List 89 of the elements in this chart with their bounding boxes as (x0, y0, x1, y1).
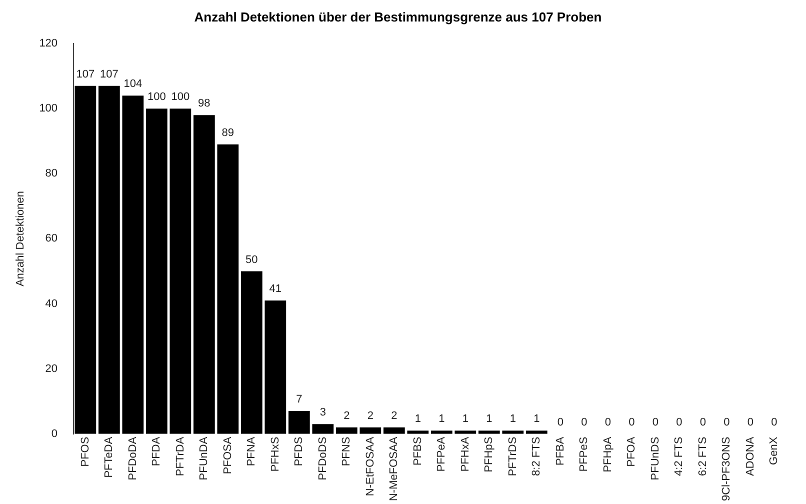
bar (98, 86, 120, 434)
bar (240, 271, 262, 434)
data-label: 107 (76, 68, 95, 80)
x-tick-label: N-MeFOSAA (388, 436, 400, 502)
x-tick-label: ADONA (744, 436, 756, 476)
data-label: 100 (171, 91, 190, 104)
x-tick-label: N-EtFOSAA (364, 436, 376, 496)
data-label: 3 (320, 406, 326, 419)
x-tick-label: 6:2 FTS (696, 436, 709, 476)
data-label: 0 (747, 416, 754, 428)
bar (288, 411, 310, 434)
data-label: 100 (147, 91, 166, 104)
x-tick-label: PFDS (293, 436, 306, 466)
x-tick-label: PFOS (79, 436, 92, 467)
x-tick-label: PFBS (412, 436, 424, 466)
x-tick-label: PFUnDA (198, 436, 210, 480)
data-label: 0 (581, 416, 588, 428)
data-label: 0 (557, 416, 564, 428)
y-tick-label: 120 (39, 38, 58, 50)
x-tick-label: PFTrDA (174, 436, 186, 476)
x-tick-label: PFPeA (436, 436, 448, 472)
x-tick-label: PFOSA (222, 436, 234, 474)
bar (383, 427, 405, 434)
data-label: 0 (700, 416, 706, 428)
data-label: 7 (296, 394, 302, 406)
bar (217, 144, 239, 434)
y-axis-title: Anzahl Detektionen (14, 191, 27, 286)
data-label: 2 (391, 410, 398, 422)
x-tick-label: PFUnDS (649, 436, 662, 480)
x-tick-label: PFDoDS (316, 436, 329, 480)
data-label: 0 (771, 416, 778, 428)
bar (193, 115, 215, 434)
bar (312, 424, 334, 434)
data-label: 0 (652, 416, 658, 428)
x-tick-label: PFHxA (459, 436, 472, 472)
x-tick-label: PFNA (246, 436, 258, 466)
bar (454, 430, 476, 434)
y-tick-label: 80 (45, 168, 58, 180)
x-tick-label: PFOA (626, 436, 638, 467)
bar (336, 427, 358, 434)
x-tick-label: PFHxS (269, 436, 282, 472)
x-tick-label: PFTeDA (103, 436, 116, 478)
data-label: 1 (510, 413, 516, 426)
bar (170, 108, 192, 434)
x-tick-label: PFDA (150, 436, 163, 466)
x-tick-label: PFHpA (602, 436, 614, 472)
data-label: 41 (269, 283, 282, 296)
x-tick-label: PFTrDS (506, 436, 519, 476)
bar (502, 430, 524, 434)
chart-title: Anzahl Detektionen über der Bestimmungsgrenze aus 107 Proben (194, 9, 602, 24)
bar (122, 96, 144, 434)
y-tick-label: 20 (45, 362, 58, 375)
data-label: 1 (414, 413, 421, 426)
y-tick-label: 0 (51, 428, 58, 440)
bar (74, 86, 96, 434)
data-label: 1 (438, 413, 445, 426)
x-tick-label: 8:2 FTS (530, 436, 543, 476)
x-tick-label: GenX (768, 436, 780, 465)
data-label: 107 (100, 68, 118, 80)
bar (407, 430, 429, 434)
bar (526, 430, 548, 434)
x-tick-label: PFPeS (578, 436, 590, 472)
bar (146, 108, 168, 434)
x-tick-label: 4:2 FTS (673, 436, 686, 476)
x-tick-label: PFNS (340, 436, 353, 466)
bar (264, 300, 286, 434)
data-label: 2 (367, 410, 374, 422)
y-tick-label: 40 (45, 298, 58, 310)
x-tick-label: 9Cl-PF3ONS (720, 436, 733, 502)
data-label: 1 (486, 413, 492, 426)
bar (478, 430, 500, 434)
x-tick-label: PFBA (554, 436, 566, 466)
data-label: 0 (628, 416, 635, 428)
data-label: 0 (724, 416, 730, 428)
data-label: 104 (124, 78, 142, 90)
x-tick-label: PFDoDA (126, 436, 139, 480)
bar (360, 427, 382, 434)
data-label: 1 (462, 413, 468, 426)
y-tick-label: 100 (39, 102, 58, 115)
data-label: 1 (534, 413, 540, 426)
y-tick-label: 60 (45, 232, 58, 245)
data-label: 89 (222, 126, 234, 139)
data-label: 0 (604, 416, 611, 428)
bar (430, 430, 452, 434)
data-label: 2 (344, 410, 350, 422)
data-label: 50 (246, 254, 258, 266)
x-tick-label: PFHpS (483, 436, 496, 472)
data-label: 0 (676, 416, 682, 428)
data-label: 98 (198, 98, 210, 110)
